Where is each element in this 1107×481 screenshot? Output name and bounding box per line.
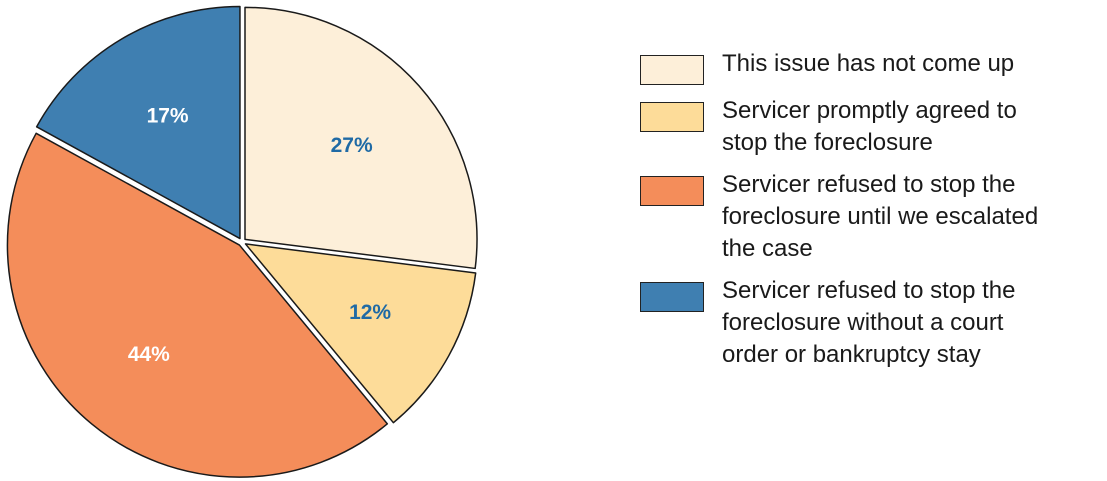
slice-value-label: 12% <box>349 301 391 324</box>
pie-slice <box>244 243 477 424</box>
legend-item: This issue has not come up <box>640 48 1107 85</box>
legend-item: Servicer refused to stop the foreclosure… <box>640 275 1107 371</box>
legend-label-line: This issue has not come up <box>722 50 1015 77</box>
legend-label-line: order or bankruptcy stay <box>722 341 981 368</box>
legend-label-line: Servicer refused to stop the <box>722 277 1016 304</box>
pie-slice <box>35 5 241 240</box>
legend-item: Servicer promptly agreed to stop the for… <box>640 95 1107 159</box>
slice-value-label: 44% <box>128 343 170 366</box>
legend-item: Servicer refused to stop the foreclosure… <box>640 169 1107 265</box>
legend-label-line: stop the foreclosure <box>722 129 933 156</box>
legend-swatch <box>640 282 704 312</box>
legend-label-line: Servicer refused to stop the <box>722 171 1016 198</box>
pie-slice <box>6 132 389 478</box>
slice-value-label: 27% <box>331 134 373 157</box>
legend-label: Servicer promptly agreed to stop the for… <box>722 95 1017 159</box>
legend-label: Servicer refused to stop the foreclosure… <box>722 169 1038 265</box>
legend-label-line: foreclosure without a court <box>722 309 1004 336</box>
legend: This issue has not come up Servicer prom… <box>640 48 1107 381</box>
legend-swatch <box>640 55 704 85</box>
legend-label-line: Servicer promptly agreed to <box>722 97 1017 124</box>
slice-value-label: 17% <box>147 105 189 128</box>
legend-swatch <box>640 176 704 206</box>
legend-swatch <box>640 102 704 132</box>
legend-label: Servicer refused to stop the foreclosure… <box>722 275 1015 371</box>
legend-label: This issue has not come up <box>722 48 1014 80</box>
pie-slice <box>244 6 478 270</box>
legend-label-line: the case <box>722 235 813 262</box>
legend-label-line: foreclosure until we escalated <box>722 203 1039 230</box>
pie-chart: 27% 12% 44% 17% <box>6 5 478 478</box>
